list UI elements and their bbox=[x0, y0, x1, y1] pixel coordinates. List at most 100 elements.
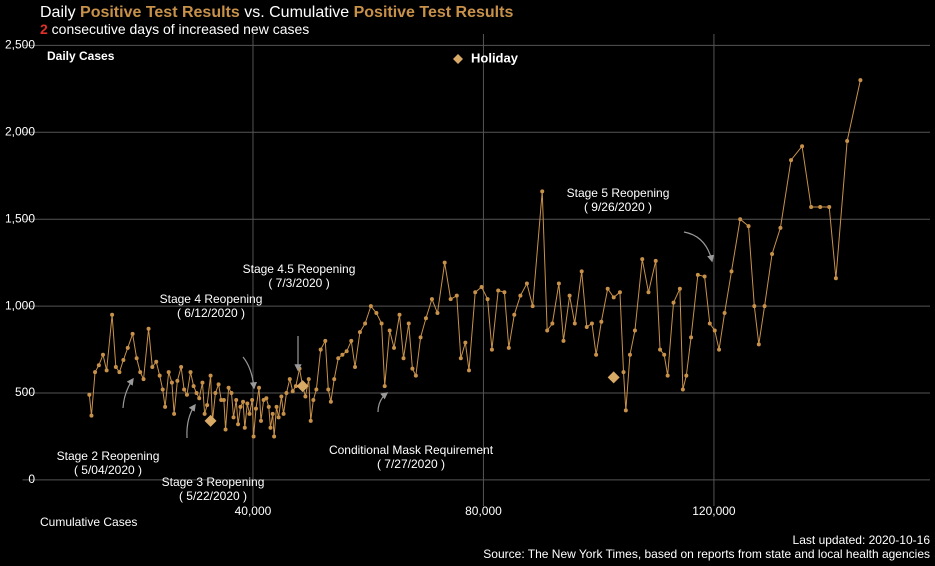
data-point bbox=[157, 373, 162, 378]
title-part: Daily bbox=[40, 4, 81, 21]
data-point bbox=[382, 384, 387, 389]
data-point bbox=[454, 293, 459, 298]
data-point bbox=[833, 276, 838, 281]
data-point bbox=[387, 328, 392, 333]
data-point bbox=[166, 370, 171, 375]
data-point bbox=[572, 321, 577, 326]
data-point bbox=[627, 352, 632, 357]
x-tick-label: 120,000 bbox=[692, 504, 736, 518]
legend-marker bbox=[453, 54, 463, 64]
data-point bbox=[266, 404, 271, 409]
data-point bbox=[172, 411, 177, 416]
data-point bbox=[778, 225, 783, 230]
data-point bbox=[466, 368, 471, 373]
data-line bbox=[88, 80, 861, 437]
data-point bbox=[640, 257, 645, 262]
data-point bbox=[496, 288, 501, 293]
data-point bbox=[323, 338, 328, 343]
data-point bbox=[113, 364, 118, 369]
title-part: vs. Cumulative bbox=[239, 4, 354, 21]
data-point bbox=[401, 356, 406, 361]
data-point bbox=[245, 401, 250, 406]
data-point bbox=[621, 370, 626, 375]
data-point bbox=[205, 403, 210, 408]
holiday-marker bbox=[204, 414, 217, 427]
data-point bbox=[175, 378, 180, 383]
data-point bbox=[357, 330, 362, 335]
data-point bbox=[413, 373, 418, 378]
data-point bbox=[789, 158, 794, 163]
data-point bbox=[818, 205, 823, 210]
data-point bbox=[226, 385, 231, 390]
data-point bbox=[247, 411, 252, 416]
data-point bbox=[336, 356, 341, 361]
x-tick-label: 80,000 bbox=[465, 504, 502, 518]
data-point bbox=[231, 415, 236, 420]
data-point bbox=[169, 380, 174, 385]
data-point bbox=[293, 384, 298, 389]
data-point bbox=[702, 274, 707, 279]
data-point bbox=[279, 394, 284, 399]
annotation-arrow bbox=[683, 231, 715, 263]
data-point bbox=[858, 78, 863, 83]
chart-title: Daily Positive Test Results vs. Cumulati… bbox=[40, 4, 513, 22]
chart-subtitle: 2 consecutive days of increased new case… bbox=[40, 21, 309, 37]
data-point bbox=[845, 138, 850, 143]
annotation-date: ( 5/22/2020 ) bbox=[179, 489, 247, 503]
annotation-label: Stage 4 Reopening bbox=[160, 292, 263, 306]
data-point bbox=[623, 408, 628, 413]
data-point bbox=[689, 335, 694, 340]
data-point bbox=[423, 316, 428, 321]
data-point bbox=[344, 349, 349, 354]
y-tick-label: 2,500 bbox=[5, 38, 35, 52]
data-point bbox=[524, 281, 529, 286]
data-point bbox=[738, 217, 743, 222]
data-point bbox=[154, 359, 159, 364]
data-point bbox=[270, 411, 275, 416]
title-part: Positive Test Results bbox=[353, 4, 514, 21]
data-point bbox=[96, 363, 101, 368]
annotation-label: Stage 2 Reopening bbox=[57, 449, 160, 463]
data-point bbox=[556, 281, 561, 286]
data-point bbox=[117, 370, 122, 375]
data-point bbox=[276, 415, 281, 420]
data-point bbox=[722, 311, 727, 316]
data-point bbox=[584, 324, 589, 329]
data-point bbox=[717, 347, 722, 352]
annotation-label: Stage 5 Reopening bbox=[567, 186, 670, 200]
data-point bbox=[579, 269, 584, 274]
data-point bbox=[290, 389, 295, 394]
annotation-date: ( 7/3/2020 ) bbox=[268, 276, 329, 290]
data-point bbox=[160, 387, 165, 392]
data-point bbox=[200, 380, 205, 385]
data-point bbox=[752, 304, 757, 309]
data-point bbox=[589, 321, 594, 326]
data-point bbox=[605, 286, 610, 291]
data-point bbox=[89, 413, 94, 418]
data-point bbox=[268, 425, 273, 430]
data-point bbox=[308, 418, 313, 423]
data-point bbox=[632, 328, 637, 333]
data-point bbox=[223, 427, 228, 432]
data-point bbox=[392, 345, 397, 350]
data-point bbox=[208, 373, 213, 378]
data-point bbox=[202, 411, 207, 416]
data-point bbox=[340, 352, 345, 357]
data-point bbox=[746, 224, 751, 229]
data-point bbox=[410, 366, 415, 371]
data-point bbox=[328, 399, 333, 404]
data-point bbox=[104, 368, 109, 373]
data-point bbox=[229, 391, 234, 396]
data-point bbox=[306, 377, 311, 382]
data-point bbox=[406, 321, 411, 326]
data-point bbox=[349, 338, 354, 343]
data-point bbox=[216, 382, 221, 387]
title-part: 2 bbox=[40, 21, 48, 37]
data-point bbox=[264, 396, 269, 401]
data-point bbox=[458, 356, 463, 361]
data-point bbox=[658, 347, 663, 352]
data-point bbox=[253, 406, 258, 411]
data-point bbox=[617, 290, 622, 295]
title-part: Positive Test Results bbox=[80, 4, 240, 21]
